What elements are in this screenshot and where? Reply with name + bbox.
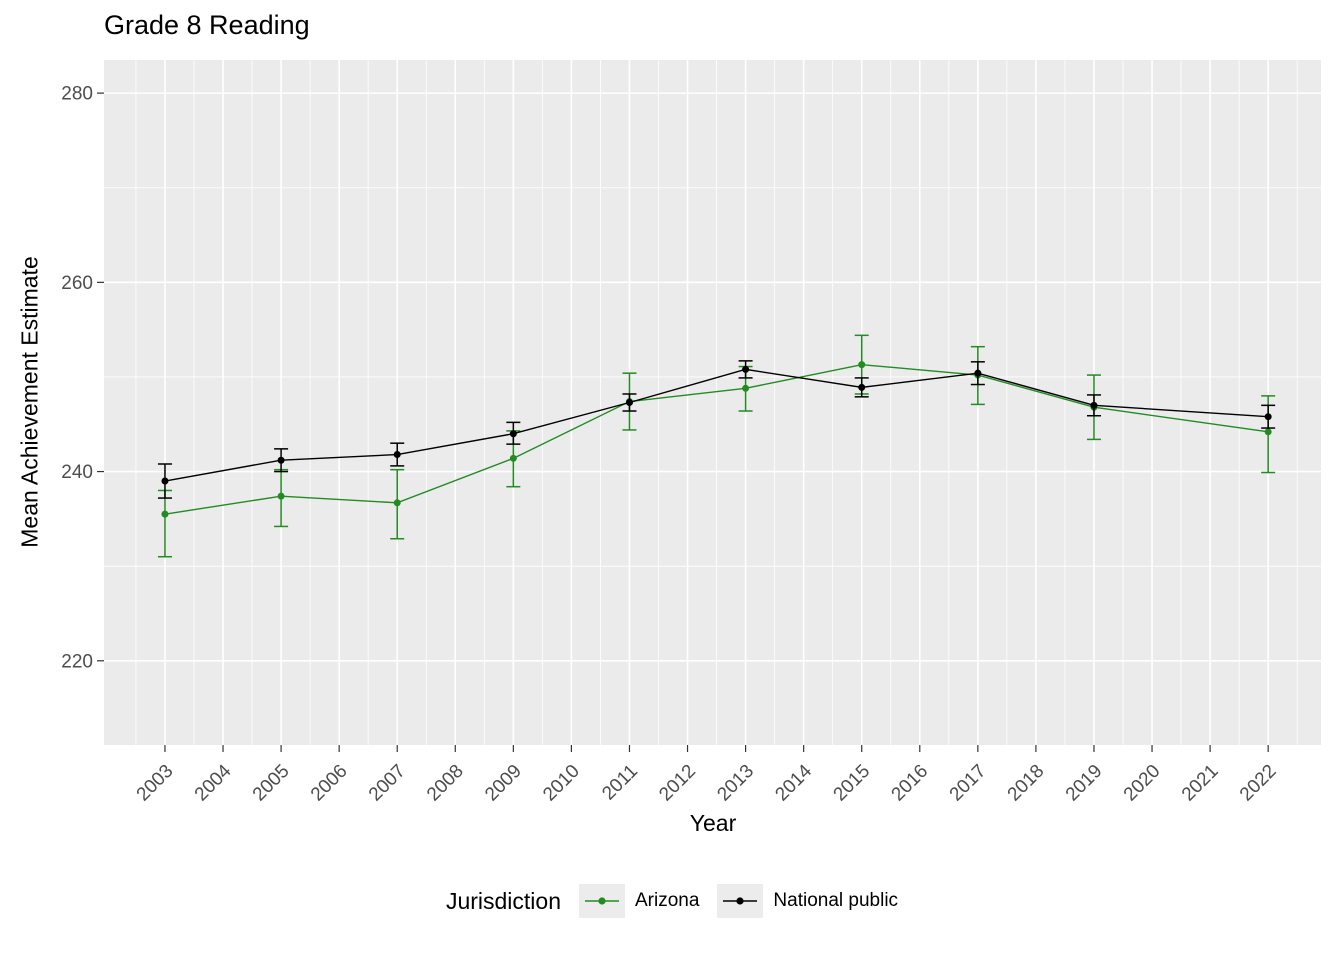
x-tick-label: 2012 [655, 761, 700, 806]
line-chart: 220 240 260 280 2003 2004 2005 2006 2007 2008 2009… [61, 60, 1321, 806]
y-axis-title: Mean Achievement Estimate [16, 256, 43, 548]
x-tick-label: 2004 [191, 760, 236, 805]
x-tick-label: 2020 [1120, 761, 1165, 806]
x-tick-label: 2013 [713, 761, 758, 806]
x-tick-label: 2018 [1004, 761, 1049, 806]
x-tick-label: 2007 [365, 761, 410, 806]
x-tick-label: 2010 [539, 761, 584, 806]
x-tick-label: 2017 [946, 761, 991, 806]
x-tick-label: 2005 [249, 761, 294, 806]
x-tick-label: 2009 [481, 761, 526, 806]
chart-title: Grade 8 Reading [104, 10, 310, 40]
legend-swatch-line-dot-icon [723, 897, 758, 905]
x-tick-label: 2008 [423, 761, 468, 806]
x-tick-label: 2016 [888, 761, 933, 806]
x-tick-label: 2006 [307, 761, 352, 806]
legend-item-national-public: National public [717, 884, 898, 918]
series-national-public [157, 360, 1276, 499]
x-tick-label: 2022 [1236, 761, 1281, 806]
chart-legend: Jurisdiction Arizona National public [0, 884, 1344, 918]
x-tick-label: 2021 [1178, 761, 1223, 806]
legend-label-arizona: Arizona [634, 890, 700, 911]
x-tick-label: 2003 [133, 761, 178, 806]
legend-key-arizona [578, 884, 625, 918]
legend-title: Jurisdiction [445, 887, 561, 914]
legend-item-arizona: Arizona [578, 884, 700, 918]
y-tick-label: 240 [61, 462, 93, 483]
legend-swatch-line-dot-icon [584, 897, 619, 905]
x-tick-label: 2011 [598, 761, 642, 805]
x-tick-label: 2014 [771, 760, 816, 805]
x-tick-label: 2019 [1062, 761, 1107, 806]
y-tick-label: 260 [61, 273, 93, 294]
legend-label-national-public: National public [773, 890, 899, 911]
y-tick-label: 280 [61, 84, 93, 105]
x-tick-label: 2015 [830, 761, 875, 806]
y-tick-label: 220 [61, 651, 93, 672]
minor-gridlines [104, 60, 1321, 745]
legend-key-national-public [717, 884, 764, 918]
x-axis-title: Year [689, 810, 737, 836]
plot-panel [104, 60, 1321, 745]
major-gridlines [104, 60, 1321, 745]
